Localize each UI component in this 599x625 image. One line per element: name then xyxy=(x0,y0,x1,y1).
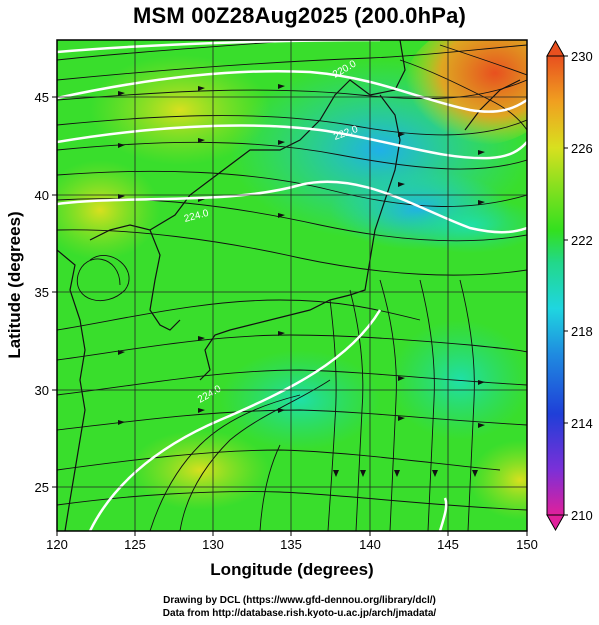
colorbar: 230 226 222 218 214 210 xyxy=(546,39,593,532)
colorbar-label: 226 xyxy=(571,141,593,156)
y-tick-labels: 25 30 35 40 45 xyxy=(35,90,49,495)
colorbar-max-triangle xyxy=(546,39,565,57)
y-tick-label: 35 xyxy=(35,285,49,300)
y-axis-title: Latitude (degrees) xyxy=(5,211,24,358)
credit-line-2: Data from http://database.rish.kyoto-u.a… xyxy=(162,608,437,619)
wind-streamlines xyxy=(57,40,527,531)
x-tick-label: 120 xyxy=(46,537,68,552)
x-tick-labels: 120 125 130 135 140 145 150 xyxy=(46,537,538,552)
x-tick-label: 130 xyxy=(202,537,224,552)
x-tick-label: 140 xyxy=(359,537,381,552)
y-tick-label: 25 xyxy=(35,480,49,495)
y-tick-label: 40 xyxy=(35,188,49,203)
x-tick-label: 150 xyxy=(516,537,538,552)
wind-arrowheads xyxy=(118,84,485,477)
colorbar-label: 230 xyxy=(571,49,593,64)
credits: Drawing by DCL (https://www.gfd-dennou.o… xyxy=(0,594,599,620)
axis-ticks xyxy=(52,96,528,536)
x-axis-title: Longitude (degrees) xyxy=(210,560,373,579)
colorbar-gradient xyxy=(546,55,565,516)
colorbar-label: 210 xyxy=(571,508,593,523)
y-tick-label: 45 xyxy=(35,90,49,105)
colorbar-min-triangle xyxy=(546,514,565,532)
gridlines xyxy=(57,40,527,531)
colorbar-label: 218 xyxy=(571,324,593,339)
colorbar-label: 214 xyxy=(571,416,593,431)
temperature-contours xyxy=(57,40,527,531)
y-tick-label: 30 xyxy=(35,383,49,398)
x-tick-label: 135 xyxy=(280,537,302,552)
plot-frame xyxy=(56,39,528,532)
chart-title: MSM 00Z28Aug2025 (200.0hPa) xyxy=(132,3,467,28)
colorbar-label: 222 xyxy=(571,233,593,248)
x-tick-label: 145 xyxy=(437,537,459,552)
x-tick-label: 125 xyxy=(124,537,146,552)
coastlines xyxy=(57,40,521,531)
credit-line-1: Drawing by DCL (https://www.gfd-dennou.o… xyxy=(163,595,436,606)
